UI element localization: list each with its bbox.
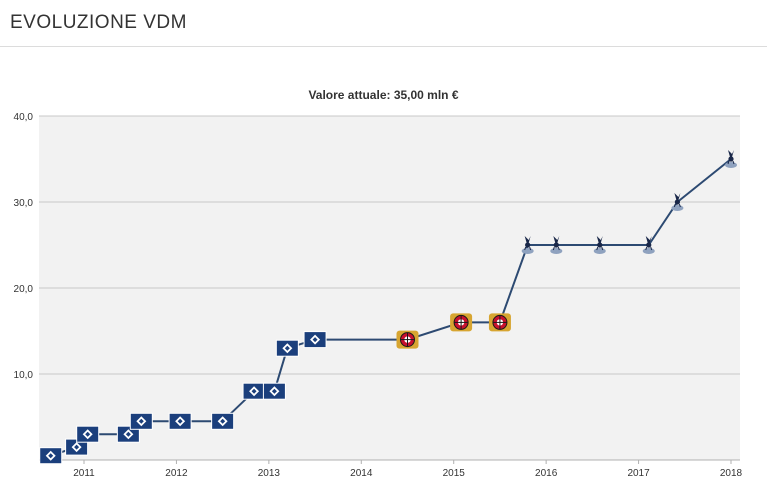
data-point-hamburg-badge-icon xyxy=(116,425,140,443)
x-tick-label: 2018 xyxy=(720,468,743,479)
data-point-hamburg-badge-icon xyxy=(242,382,266,400)
badge-ball xyxy=(550,248,563,254)
badge-diamond-inner xyxy=(312,337,318,343)
y-tick-label: 30,0 xyxy=(14,198,34,209)
y-tick-label: 40,0 xyxy=(14,112,34,123)
data-point-tottenham-badge-icon xyxy=(593,236,606,254)
data-point-hamburg-badge-icon xyxy=(39,447,63,465)
section-header: EVOLUZIONE VDM xyxy=(0,0,767,47)
badge-ball xyxy=(642,248,655,254)
x-tick-label: 2012 xyxy=(165,468,188,479)
data-point-tottenham-badge-icon xyxy=(642,236,655,254)
x-tick-label: 2017 xyxy=(627,468,650,479)
badge-leg xyxy=(601,246,604,251)
data-point-hamburg-badge-icon xyxy=(275,339,299,357)
badge-bird xyxy=(553,236,560,243)
badge-leg xyxy=(529,246,532,251)
data-point-tottenham-badge-icon xyxy=(671,193,684,211)
badge-diamond-inner xyxy=(125,431,131,437)
data-point-hamburg-badge-icon xyxy=(303,331,327,349)
badge-diamond-inner xyxy=(271,388,277,394)
section-title: EVOLUZIONE VDM xyxy=(10,12,187,33)
x-tick-label: 2011 xyxy=(73,468,95,479)
data-point-hamburg-badge-icon xyxy=(211,412,235,430)
x-tick-label: 2013 xyxy=(258,468,281,479)
badge-diamond-inner xyxy=(177,418,183,424)
badge-body xyxy=(674,199,680,205)
chart-subtitle: Valore attuale: 35,00 mln € xyxy=(308,88,459,102)
y-tick-label: 10,0 xyxy=(14,370,34,381)
data-point-hamburg-badge-icon xyxy=(76,425,100,443)
data-point-tottenham-badge-icon xyxy=(521,236,534,254)
data-point-tottenham-badge-icon xyxy=(550,236,563,254)
badge-ball xyxy=(521,248,534,254)
badge-ball xyxy=(593,248,606,254)
badge-leg xyxy=(596,246,599,251)
badge-leg xyxy=(552,246,555,251)
badge-leg xyxy=(524,246,527,251)
data-point-hamburg-badge-icon xyxy=(262,382,286,400)
badge-ball xyxy=(671,205,684,211)
x-tick-label: 2015 xyxy=(443,468,466,479)
badge-bird xyxy=(524,236,531,243)
badge-bird xyxy=(728,150,734,157)
badge-leg xyxy=(732,160,735,165)
badge-body xyxy=(597,242,603,248)
badge-diamond-inner xyxy=(48,453,54,459)
badge-diamond-inner xyxy=(74,444,80,450)
badge-body xyxy=(728,156,734,162)
badge-leg xyxy=(673,203,676,208)
data-point-hamburg-badge-icon xyxy=(129,412,153,430)
badge-body xyxy=(553,242,559,248)
x-tick-label: 2014 xyxy=(350,468,373,479)
badge-leg xyxy=(650,246,653,251)
badge-leg xyxy=(727,160,730,165)
badge-diamond-inner xyxy=(284,345,290,351)
data-point-leverkusen-badge-icon xyxy=(450,313,473,332)
data-point-leverkusen-badge-icon xyxy=(396,330,419,349)
badge-diamond-inner xyxy=(251,388,257,394)
data-point-hamburg-badge-icon xyxy=(168,412,192,430)
badge-diamond-inner xyxy=(138,418,144,424)
badge-body xyxy=(525,242,531,248)
badge-bird xyxy=(645,236,652,243)
badge-bird xyxy=(596,236,603,243)
badge-bird xyxy=(674,193,681,200)
badge-leg xyxy=(557,246,560,251)
badge-diamond-inner xyxy=(85,431,91,437)
data-point-leverkusen-badge-icon xyxy=(488,313,511,332)
x-tick-label: 2016 xyxy=(535,468,558,479)
badge-diamond-inner xyxy=(220,418,226,424)
badge-leg xyxy=(678,203,681,208)
badge-body xyxy=(646,242,652,248)
data-point-tottenham-badge-icon xyxy=(725,150,737,168)
badge-ball xyxy=(725,162,737,168)
badge-leg xyxy=(645,246,648,251)
y-tick-label: 20,0 xyxy=(14,284,34,295)
